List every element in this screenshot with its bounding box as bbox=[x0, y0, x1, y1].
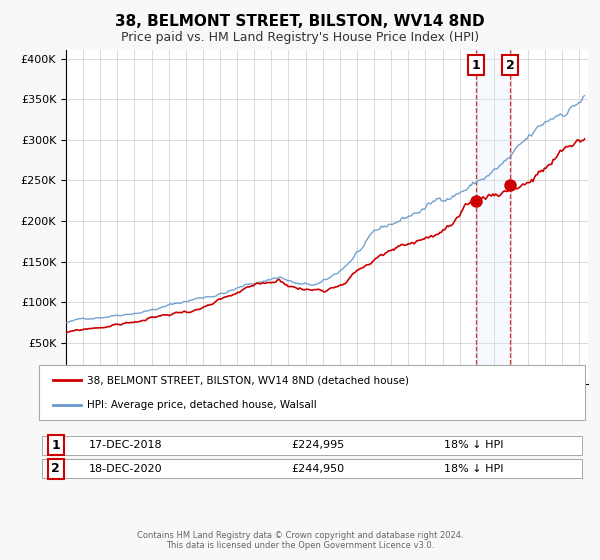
Text: 38, BELMONT STREET, BILSTON, WV14 8ND: 38, BELMONT STREET, BILSTON, WV14 8ND bbox=[115, 14, 485, 29]
Text: 17-DEC-2018: 17-DEC-2018 bbox=[89, 440, 163, 450]
Text: 1: 1 bbox=[52, 438, 60, 452]
Text: 38, BELMONT STREET, BILSTON, WV14 8ND (detached house): 38, BELMONT STREET, BILSTON, WV14 8ND (d… bbox=[87, 375, 409, 385]
Text: 2: 2 bbox=[52, 462, 60, 475]
Text: £244,950: £244,950 bbox=[292, 464, 344, 474]
Text: 18% ↓ HPI: 18% ↓ HPI bbox=[444, 440, 504, 450]
Text: £224,995: £224,995 bbox=[292, 440, 344, 450]
Text: HPI: Average price, detached house, Walsall: HPI: Average price, detached house, Wals… bbox=[87, 400, 317, 410]
Text: 18-DEC-2020: 18-DEC-2020 bbox=[89, 464, 163, 474]
Text: 18% ↓ HPI: 18% ↓ HPI bbox=[444, 464, 504, 474]
Text: Contains HM Land Registry data © Crown copyright and database right 2024.
This d: Contains HM Land Registry data © Crown c… bbox=[137, 530, 463, 550]
Text: 2: 2 bbox=[506, 59, 515, 72]
Text: Price paid vs. HM Land Registry's House Price Index (HPI): Price paid vs. HM Land Registry's House … bbox=[121, 31, 479, 44]
Bar bbox=[476, 50, 510, 384]
Text: 1: 1 bbox=[472, 59, 481, 72]
